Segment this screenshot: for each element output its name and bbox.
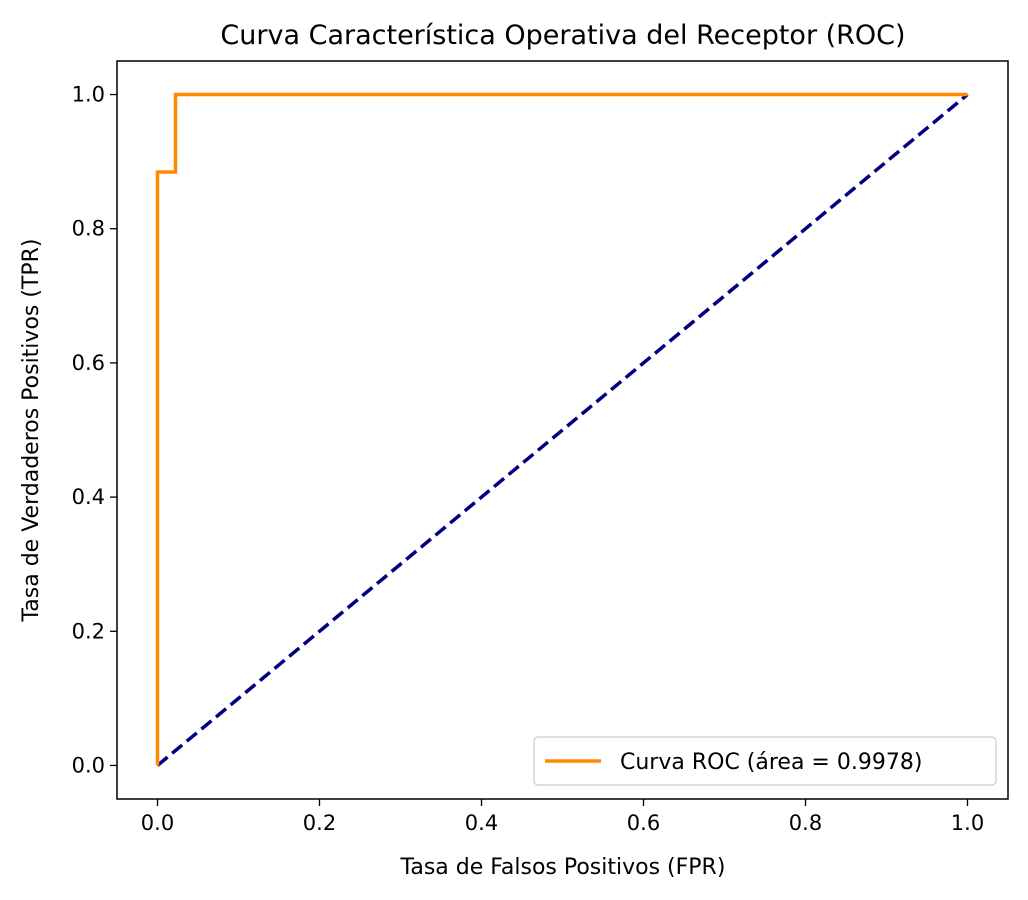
axis-ticks: 0.0 0.2 0.4 0.6 0.8 1.0 0.0 0.2 0.4 0.6 0.8 1.0 bbox=[72, 83, 985, 835]
x-tick-label: 0.8 bbox=[789, 811, 822, 835]
chart-title: Curva Característica Operativa del Recep… bbox=[220, 20, 905, 51]
x-tick-label: 0.6 bbox=[627, 811, 660, 835]
plot-frame bbox=[116, 60, 1009, 800]
roc-curve-line bbox=[155, 92, 968, 766]
y-tick-label: 0.8 bbox=[72, 217, 105, 241]
y-tick-label: 0.2 bbox=[72, 619, 105, 643]
x-axis-label: Tasa de Falsos Positivos (FPR) bbox=[400, 855, 726, 880]
y-tick-label: 1.0 bbox=[72, 83, 105, 107]
plot-area bbox=[155, 92, 969, 767]
legend-box bbox=[533, 736, 997, 786]
chance-diagonal-line bbox=[156, 93, 969, 767]
y-tick-label: 0.6 bbox=[72, 351, 105, 375]
x-tick-label: 1.0 bbox=[951, 811, 984, 835]
y-axis-label: Tasa de Verdaderos Positivos (TPR) bbox=[19, 238, 44, 622]
x-tick-label: 0.4 bbox=[465, 811, 498, 835]
legend-label: Curva ROC (área = 0.9978) bbox=[620, 750, 922, 775]
legend: Curva ROC (área = 0.9978) bbox=[533, 736, 997, 786]
x-tick-label: 0.0 bbox=[141, 811, 174, 835]
y-tick-label: 0.4 bbox=[72, 485, 105, 509]
x-tick-label: 0.2 bbox=[303, 811, 336, 835]
y-tick-label: 0.0 bbox=[72, 753, 105, 777]
